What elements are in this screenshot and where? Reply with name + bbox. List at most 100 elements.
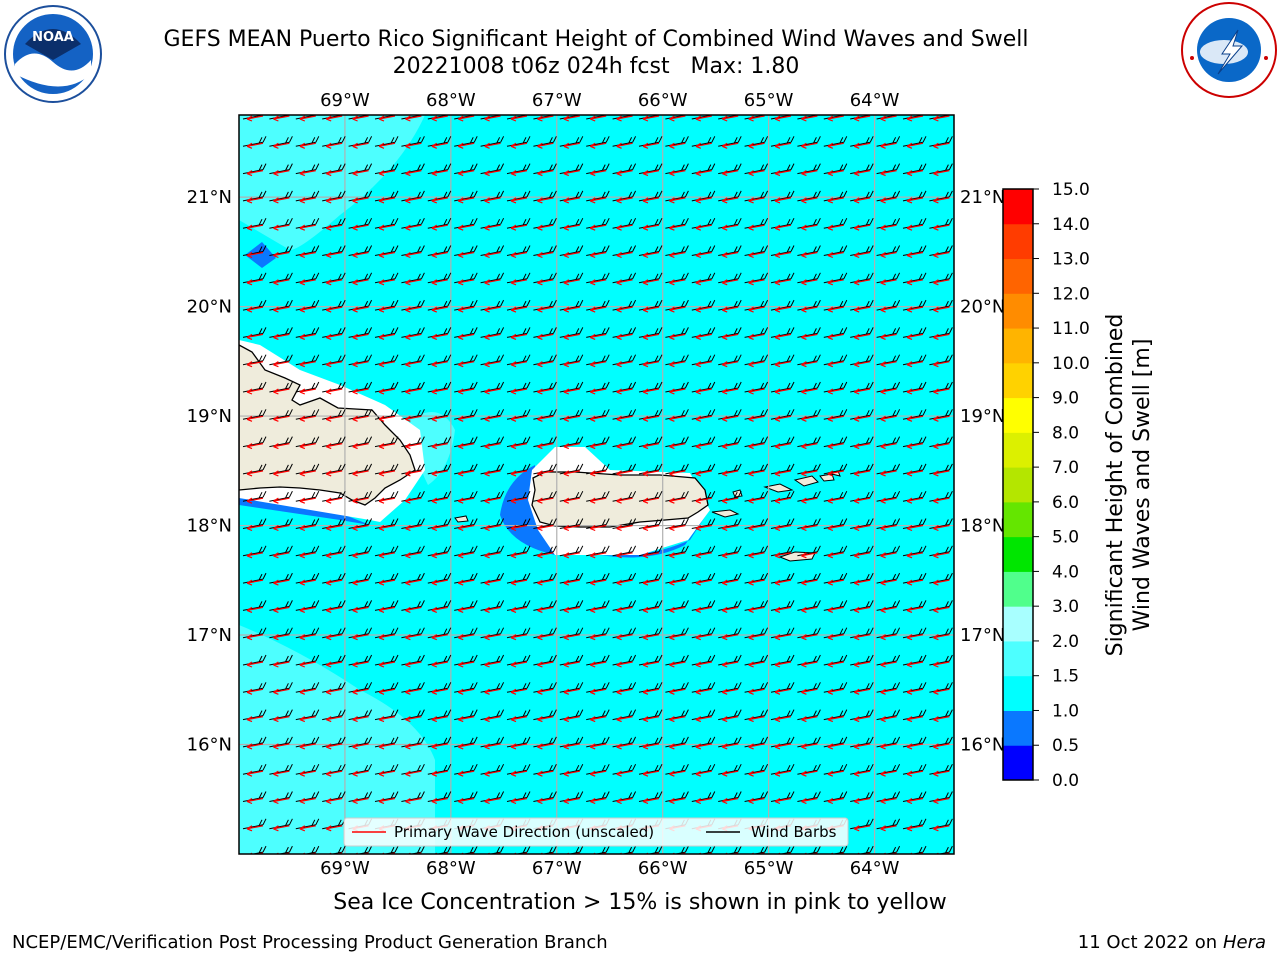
wave-direction-arrow xyxy=(431,661,448,668)
wind-barb xyxy=(348,381,373,393)
wave-direction-arrow xyxy=(563,743,580,750)
wave-direction-arrow xyxy=(352,797,369,805)
wave-direction-arrow xyxy=(748,170,765,177)
wave-direction-arrow xyxy=(484,170,501,177)
wave-direction-arrow xyxy=(853,443,871,450)
wave-direction-arrow xyxy=(299,579,316,586)
wave-direction-arrow xyxy=(853,197,871,204)
wind-barb xyxy=(876,354,901,366)
wind-barb xyxy=(427,463,452,475)
wind-barb xyxy=(348,518,373,529)
wind-barb xyxy=(638,436,663,448)
wave-direction-arrow xyxy=(933,197,950,204)
wave-direction-arrow xyxy=(589,170,607,177)
colorbar-segment xyxy=(1003,467,1033,503)
wind-barb xyxy=(902,327,927,338)
wind-barb xyxy=(823,654,848,666)
wave-direction-arrow xyxy=(774,552,792,559)
wave-direction-arrow xyxy=(774,579,792,586)
wave-direction-arrow xyxy=(378,361,396,368)
wind-barb xyxy=(480,654,505,666)
wind-barb xyxy=(910,845,927,854)
wave-direction-arrow xyxy=(827,579,844,586)
wave-direction-arrow xyxy=(801,797,818,805)
wave-direction-arrow xyxy=(378,470,396,477)
wave-direction-arrow xyxy=(431,197,448,204)
wind-barb xyxy=(322,736,346,748)
wind-barb xyxy=(823,682,848,693)
colorbar-segment xyxy=(1003,501,1033,538)
wind-barb xyxy=(744,736,769,748)
wind-barb xyxy=(374,600,399,611)
wind-barb xyxy=(533,627,557,639)
wave-direction-arrow xyxy=(642,770,660,777)
wave-direction-arrow xyxy=(484,306,501,313)
wave-direction-arrow xyxy=(695,361,712,368)
wind-barb xyxy=(770,463,795,475)
wind-barb xyxy=(559,272,584,284)
wind-barb xyxy=(559,436,584,448)
wave-direction-arrow xyxy=(774,115,792,122)
noaa-logo: NOAA xyxy=(4,5,102,103)
wave-direction-arrow xyxy=(853,224,871,231)
lon-labels-top: 69°W 68°W 67°W 66°W 65°W 64°W xyxy=(320,90,900,111)
wave-direction-arrow xyxy=(589,142,607,149)
wind-barb xyxy=(612,490,637,502)
wave-direction-arrow xyxy=(960,607,976,612)
wind-barb xyxy=(638,190,663,202)
wave-direction-arrow xyxy=(774,224,792,231)
wind-barb xyxy=(374,490,399,502)
wave-direction-arrow xyxy=(378,606,396,613)
wave-direction-arrow xyxy=(801,415,818,422)
wind-barb xyxy=(850,327,874,338)
wave-direction-arrow xyxy=(510,497,528,504)
wind-barb xyxy=(269,654,293,666)
wave-direction-arrow xyxy=(563,770,580,777)
wave-direction-arrow xyxy=(537,497,554,504)
wind-barb xyxy=(638,490,663,502)
wave-direction-arrow xyxy=(748,579,765,586)
wind-barb xyxy=(929,436,953,448)
wave-direction-arrow xyxy=(853,825,871,832)
wind-barb xyxy=(401,572,425,584)
wave-direction-arrow xyxy=(378,333,396,340)
wind-barb xyxy=(770,217,795,229)
wave-direction-arrow xyxy=(906,224,924,231)
wind-barb xyxy=(823,190,848,202)
wave-direction-arrow xyxy=(827,743,844,750)
wind-barb xyxy=(850,163,874,175)
wind-barb xyxy=(797,272,821,284)
wave-direction-arrow xyxy=(563,497,580,504)
wind-barb xyxy=(797,709,821,721)
lat-label-right: 19°N xyxy=(960,406,1005,427)
wind-barbs-layer xyxy=(242,115,979,854)
lon-label-top: 65°W xyxy=(744,90,794,111)
wave-direction-arrow xyxy=(325,770,343,777)
wind-barb xyxy=(850,600,874,611)
wave-low-hispaniola xyxy=(239,498,370,525)
wave-direction-arrow xyxy=(299,361,316,368)
wave-direction-arrow xyxy=(853,415,871,422)
wave-direction-arrow xyxy=(299,825,316,832)
wind-barb xyxy=(744,627,769,639)
wind-barb xyxy=(691,791,716,802)
wind-barb xyxy=(567,845,584,854)
colorbar-segment xyxy=(1003,328,1033,364)
wind-barb xyxy=(876,654,901,666)
wave-direction-arrow xyxy=(695,251,712,259)
wind-barb xyxy=(691,627,716,639)
wind-barb xyxy=(409,845,425,854)
wave-direction-arrow xyxy=(827,606,844,613)
wind-barb xyxy=(770,682,795,693)
wind-barb xyxy=(427,436,452,448)
wave-direction-arrow xyxy=(642,497,660,504)
wave-direction-arrow xyxy=(405,524,422,532)
wind-barb xyxy=(902,736,927,748)
wave-direction-arrow xyxy=(405,688,422,695)
wind-barb xyxy=(401,136,425,147)
wave-direction-arrow xyxy=(273,251,290,259)
wave-direction-arrow xyxy=(537,634,554,641)
wave-direction-arrow xyxy=(853,743,871,750)
wave-direction-arrow xyxy=(484,797,501,805)
wind-barb xyxy=(956,764,979,774)
